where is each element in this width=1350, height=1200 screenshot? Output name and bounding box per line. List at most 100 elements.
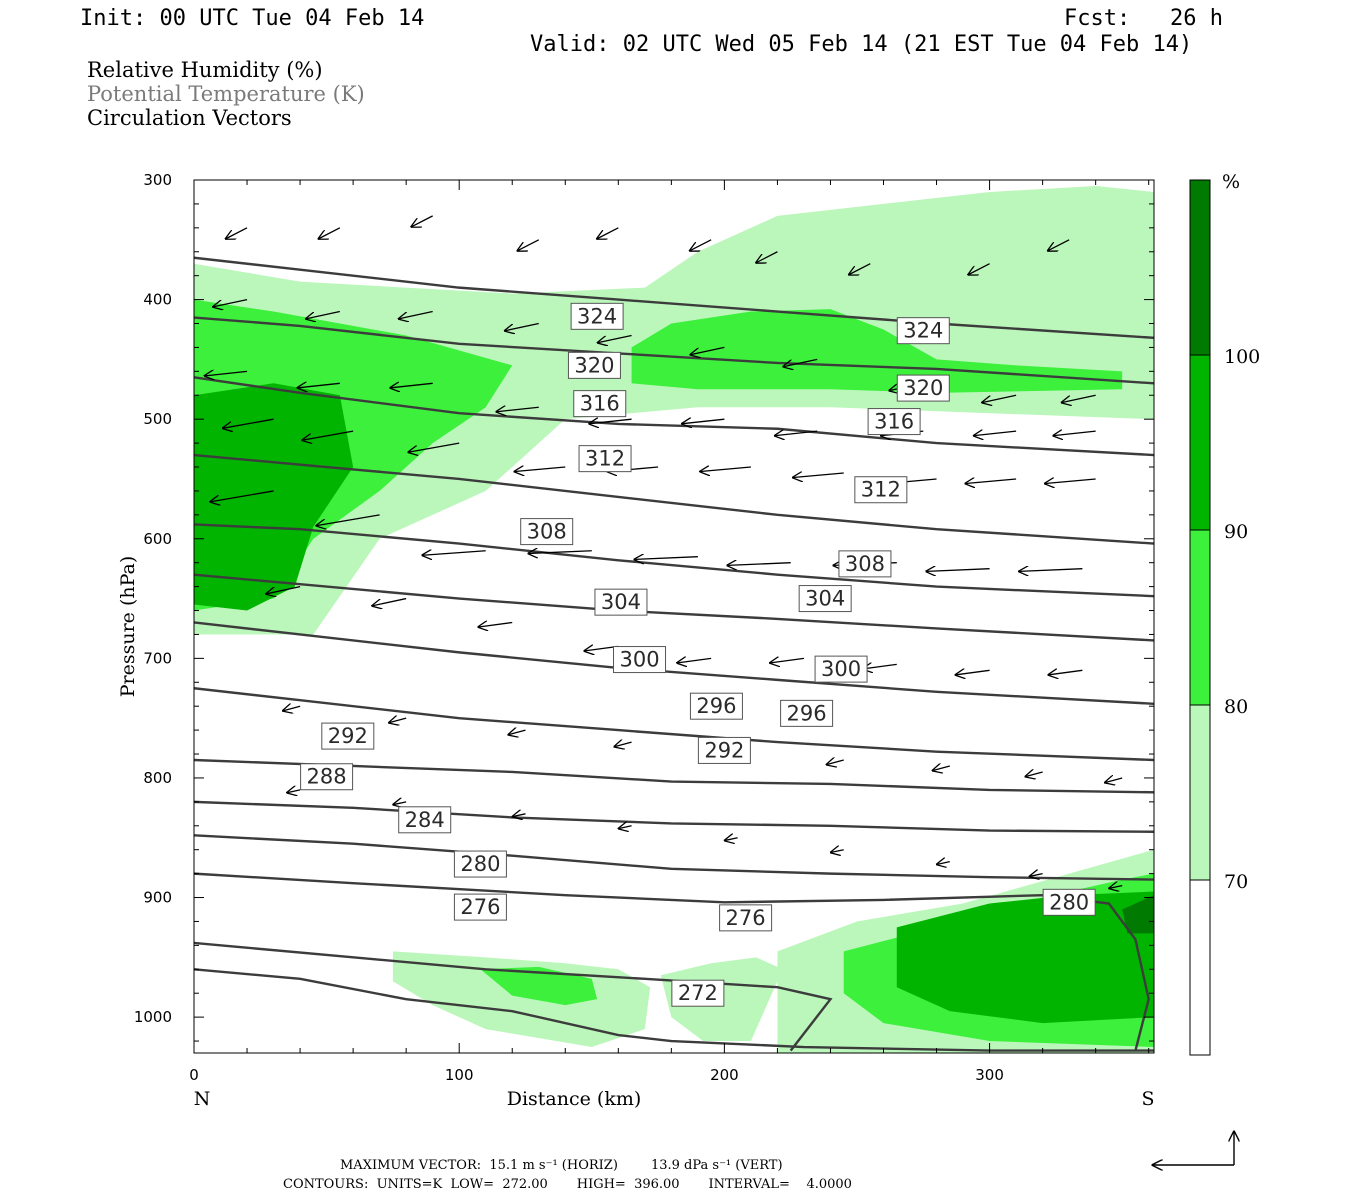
circulation-vector: [306, 310, 340, 319]
theta-contour-layer: [194, 256, 1154, 1052]
theta-label-324: 324: [570, 302, 624, 330]
theta-label-box: [573, 390, 627, 418]
theta-label-box: [613, 646, 667, 674]
theta-label-text: 288: [307, 765, 347, 789]
theta-label-box: [578, 445, 632, 473]
circulation-vector: [1062, 394, 1096, 402]
theta-contour-288: [194, 800, 1154, 833]
theta-label-text: 276: [726, 906, 766, 930]
circulation-vector: [775, 431, 818, 436]
theta-label-box: [689, 692, 743, 720]
x-tick-label: 0: [189, 1066, 199, 1084]
theta-label-text: 308: [845, 552, 885, 576]
theta-label-text: 304: [805, 587, 845, 611]
theta-label-text: 300: [619, 648, 659, 672]
circulation-vector: [966, 479, 1017, 484]
forecast-hour: Fcst: 26 h: [1064, 6, 1223, 31]
theta-label-text: 320: [903, 376, 943, 400]
theta-label-292: 292: [321, 722, 375, 750]
circulation-vector: [515, 467, 566, 472]
x-axis-label: Distance (km): [507, 1088, 642, 1110]
theta-label-288: 288: [300, 763, 354, 791]
colorbar-level-label: 70: [1224, 871, 1248, 893]
theta-label-box: [854, 476, 908, 504]
plot-frame: [193, 179, 1155, 1054]
circulation-vector: [756, 251, 778, 263]
circulation-vector: [1054, 431, 1096, 436]
theta-label-312: 312: [578, 445, 632, 473]
theta-contour-280: [194, 872, 1150, 1051]
theta-label-box: [838, 550, 892, 578]
contours-note: CONTOURS: UNITS=K LOW= 272.00 HIGH= 396.…: [283, 1177, 852, 1192]
theta-label-text: 284: [405, 808, 445, 832]
circulation-vector: [513, 814, 526, 817]
valid-time: Valid: 02 UTC Wed 05 Feb 14 (21 EST Tue …: [530, 32, 1193, 57]
circulation-vector: [319, 227, 341, 239]
x-tick-label: 200: [710, 1066, 739, 1084]
colorbar-level-label: 90: [1224, 521, 1248, 543]
theta-contour-292: [194, 758, 1154, 794]
rh-region-90-9: [896, 891, 1154, 1024]
circulation-vector: [849, 263, 871, 275]
colorbar-segment: [1189, 529, 1211, 706]
circulation-vector: [615, 742, 632, 747]
theta-label-text: 300: [821, 657, 861, 681]
theta-label-text: 312: [861, 478, 901, 502]
rh-region-90-8: [194, 383, 354, 611]
circulation-vector: [678, 658, 712, 663]
theta-label-304: 304: [798, 585, 852, 613]
colorbar-unit: %: [1222, 171, 1240, 193]
y-tick-label: 900: [143, 889, 172, 907]
theta-label-308: 308: [520, 518, 574, 546]
theta-label-296: 296: [780, 699, 834, 727]
theta-contour-300: [194, 621, 1154, 705]
theta-label-box: [780, 699, 834, 727]
circulation-vector: [399, 310, 433, 319]
circulation-vector: [682, 419, 725, 424]
circulation-vector: [423, 551, 486, 556]
circulation-vector: [937, 862, 950, 865]
theta-label-box: [321, 722, 375, 750]
theta-label-316: 316: [867, 408, 921, 436]
circulation-vector: [1048, 239, 1070, 251]
y-tick-label: 500: [143, 410, 172, 428]
y-tick-label: 600: [143, 530, 172, 548]
theta-label-text: 312: [585, 447, 625, 471]
theta-label-text: 324: [577, 304, 617, 328]
y-tick-label: 800: [143, 769, 172, 787]
theta-label-text: 280: [460, 852, 500, 876]
theta-label-300: 300: [613, 646, 667, 674]
circulation-vector: [598, 334, 632, 342]
theta-label-text: 316: [874, 410, 914, 434]
colorbar-segment: [1189, 879, 1211, 1056]
theta-label-284: 284: [398, 806, 452, 834]
theta-label-box: [671, 979, 725, 1007]
theta-contour-308: [194, 523, 1154, 598]
circulation-vector: [283, 706, 301, 711]
theta-label-272: 272: [671, 979, 725, 1007]
circulation-vector: [725, 838, 738, 841]
colorbar-segment: [1189, 704, 1211, 881]
circulation-vector: [298, 383, 340, 388]
y-tick-label: 700: [143, 649, 172, 667]
circulation-vector: [956, 670, 990, 675]
theta-label-276: 276: [453, 893, 507, 921]
circulation-vector: [529, 551, 592, 554]
theta-label-300: 300: [814, 655, 868, 683]
legend-potential-temperature: Potential Temperature (K): [87, 82, 365, 106]
circulation-vector: [223, 418, 274, 428]
theta-label-text: 272: [678, 981, 718, 1005]
circulation-vector: [1045, 479, 1096, 484]
circulation-vector: [205, 371, 248, 376]
theta-label-text: 292: [704, 738, 744, 762]
theta-label-box: [453, 893, 507, 921]
circulation-vector: [303, 430, 354, 440]
north-label: N: [194, 1088, 211, 1110]
theta-label-text: 320: [574, 353, 614, 377]
rh-region-70-0: [194, 185, 1154, 635]
x-tick-label: 300: [975, 1066, 1004, 1084]
circulation-vector: [317, 514, 380, 526]
theta-label-box: [1042, 888, 1096, 916]
circulation-vector: [509, 730, 526, 735]
theta-label-text: 276: [460, 895, 500, 919]
